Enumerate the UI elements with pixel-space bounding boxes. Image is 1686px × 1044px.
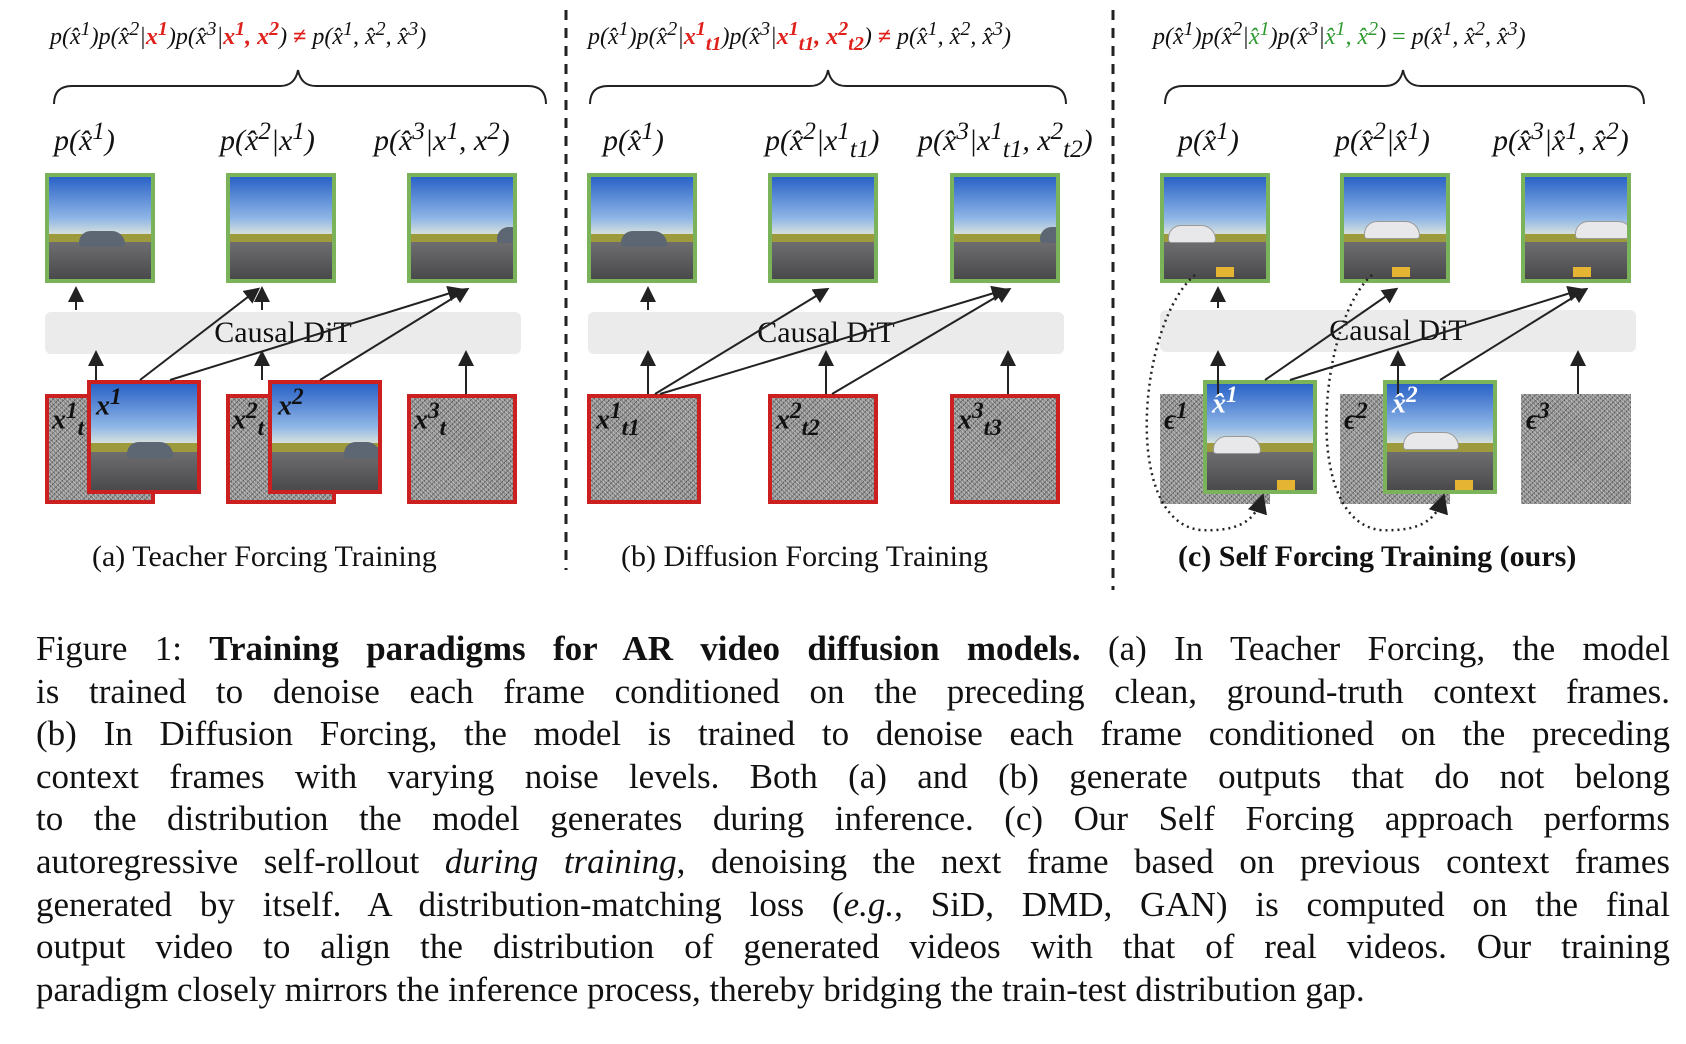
figure-caption-line: to the distribution the model generates … bbox=[36, 799, 1670, 839]
caption-a: (a) Teacher Forcing Training bbox=[92, 540, 437, 573]
input-label-a-1t: x1t bbox=[52, 398, 85, 441]
input-label-b-2: x2t2 bbox=[776, 398, 820, 441]
label-a-2: p(x̂2|x1) bbox=[220, 118, 315, 157]
noisy-frame-a-3 bbox=[407, 394, 517, 504]
input-label-a-1: x1 bbox=[96, 384, 122, 422]
label-c-2: p(x̂2|x̂1) bbox=[1335, 118, 1430, 157]
caption-b: (b) Diffusion Forcing Training bbox=[621, 540, 988, 573]
figure-caption: Figure 1: Training paradigms for AR vide… bbox=[36, 628, 1670, 1011]
clean-frame-a-2 bbox=[268, 380, 382, 494]
input-label-c-eps3: ϵ3 bbox=[1526, 398, 1550, 436]
output-frame-c-2 bbox=[1340, 173, 1450, 283]
output-frame-a-3 bbox=[407, 173, 517, 283]
input-label-b-1: x1t1 bbox=[596, 398, 640, 441]
figure-caption-line: is trained to denoise each frame conditi… bbox=[36, 671, 1670, 711]
figure-caption-line: generated by itself. A distribution-matc… bbox=[36, 884, 1670, 924]
figure-caption-line: autoregressive self-rollout during train… bbox=[36, 841, 1671, 881]
noisy-frame-b-2 bbox=[768, 394, 878, 504]
causal-dit-c: Causal DiT bbox=[1160, 310, 1636, 352]
equation-a: p(x̂1)p(x̂2|x1)p(x̂3|x1, x2) ≠ p(x̂1, x̂… bbox=[50, 18, 427, 50]
clean-frame-a-1 bbox=[87, 380, 201, 494]
noisy-frame-b-3 bbox=[950, 394, 1060, 504]
label-b-1: p(x̂1) bbox=[603, 118, 664, 157]
label-a-3: p(x̂3|x1, x2) bbox=[374, 118, 510, 157]
causal-dit-b: Causal DiT bbox=[588, 312, 1064, 354]
input-label-c-eps2: ϵ2 bbox=[1344, 398, 1368, 436]
causal-dit-a: Causal DiT bbox=[45, 312, 521, 354]
label-b-2: p(x̂2|x1t1) bbox=[765, 118, 880, 163]
output-frame-b-2 bbox=[768, 173, 878, 283]
figure-caption-line: (b) In Diffusion Forcing, the model is t… bbox=[36, 714, 1670, 754]
input-label-c-eps1: ϵ1 bbox=[1164, 398, 1188, 436]
brace-c bbox=[1164, 69, 1645, 105]
output-frame-a-2 bbox=[226, 173, 336, 283]
brace-a bbox=[53, 69, 547, 105]
output-frame-a-1 bbox=[45, 173, 155, 283]
figure-caption-line: Figure 1: Training paradigms for AR vide… bbox=[36, 629, 1671, 668]
equation-c: p(x̂1)p(x̂2|x̂1)p(x̂3|x̂1, x̂2) = p(x̂1,… bbox=[1153, 18, 1526, 50]
label-b-3: p(x̂3|x1t1, x2t2) bbox=[918, 118, 1093, 163]
figure-caption-line: context frames with varying noise levels… bbox=[36, 756, 1670, 796]
input-label-a-2t: x2t bbox=[232, 398, 265, 441]
label-a-1: p(x̂1) bbox=[54, 118, 115, 157]
label-c-3: p(x̂3|x̂1, x̂2) bbox=[1493, 118, 1629, 157]
label-c-1: p(x̂1) bbox=[1178, 118, 1239, 157]
caption-c: (c) Self Forcing Training (ours) bbox=[1178, 540, 1577, 573]
brace-b bbox=[589, 69, 1067, 105]
noisy-frame-b-1 bbox=[587, 394, 701, 504]
noise-frame-c-3 bbox=[1521, 394, 1631, 504]
figure-caption-line: output video to align the distribution o… bbox=[36, 927, 1670, 967]
input-label-a-2: x2 bbox=[278, 384, 304, 422]
input-label-c-xhat1: x̂1 bbox=[1212, 382, 1238, 420]
input-label-b-3: x3t3 bbox=[958, 398, 1002, 441]
figure-caption-line: paradigm closely mirrors the inference p… bbox=[36, 969, 1365, 1009]
input-label-c-xhat2: x̂2 bbox=[1392, 382, 1418, 420]
output-frame-b-3 bbox=[950, 173, 1060, 283]
equation-b: p(x̂1)p(x̂2|x1t1)p(x̂3|x1t1, x2t2) ≠ p(x… bbox=[588, 18, 1011, 55]
output-frame-b-1 bbox=[587, 173, 697, 283]
input-label-a-3t: x3t bbox=[414, 398, 447, 441]
output-frame-c-1 bbox=[1160, 173, 1270, 283]
diagram-connectors bbox=[53, 10, 1645, 590]
output-frame-c-3 bbox=[1521, 173, 1631, 283]
